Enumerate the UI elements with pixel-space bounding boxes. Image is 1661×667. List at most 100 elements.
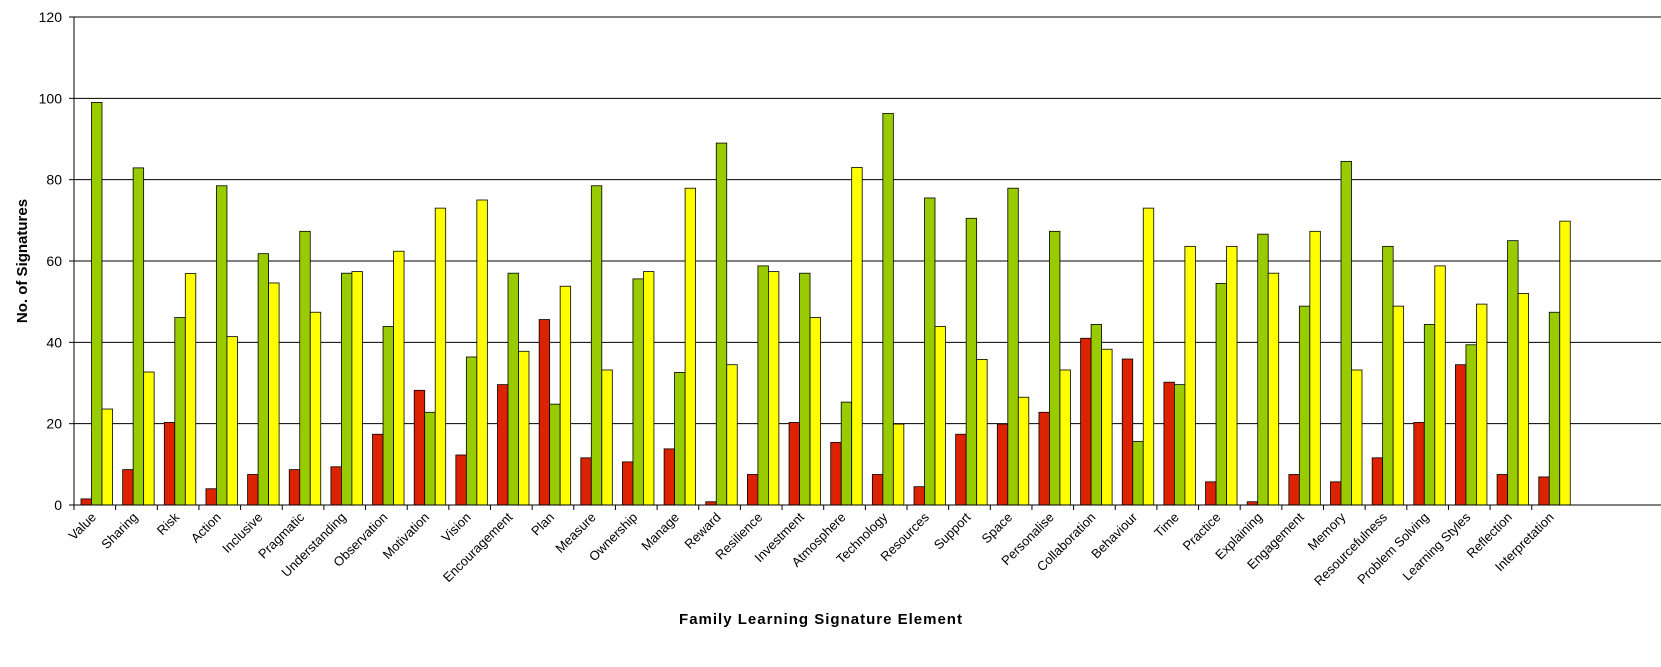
bar (216, 185, 228, 506)
bar (1309, 230, 1321, 506)
bars (80, 102, 1571, 506)
bar (1559, 220, 1571, 506)
bar (590, 185, 603, 506)
bar (757, 265, 769, 506)
bar (1132, 441, 1144, 506)
bar (643, 271, 655, 506)
bar (497, 384, 509, 506)
bar (1371, 457, 1384, 506)
bar (768, 271, 780, 506)
bar (1163, 381, 1175, 506)
bar (1049, 230, 1061, 506)
x-tick-label: Risk (154, 509, 183, 538)
bar (549, 403, 561, 506)
bar (799, 272, 811, 506)
bar (965, 217, 978, 506)
bar (1038, 411, 1050, 506)
bar (340, 272, 353, 506)
bar (1465, 344, 1477, 506)
x-tick-label: Value (66, 510, 99, 543)
bar (1298, 305, 1311, 506)
bar (632, 278, 644, 506)
bar (507, 272, 519, 506)
bar (1413, 422, 1425, 506)
bar (715, 142, 728, 506)
x-axis-title: Family Learning Signature Element (679, 611, 963, 628)
bar (163, 422, 176, 506)
bar (132, 167, 145, 506)
bar (976, 359, 988, 506)
y-axis-ticks: 0 20 40 60 80 100 120 (39, 9, 74, 513)
bar (1423, 324, 1436, 506)
bar (465, 356, 478, 506)
bar (1101, 348, 1113, 506)
bar (1455, 364, 1467, 506)
bar (1392, 305, 1405, 506)
bar (268, 282, 280, 506)
y-tick-label: 100 (39, 90, 63, 106)
y-tick-label: 60 (46, 253, 62, 269)
bar (393, 250, 405, 506)
bar (413, 389, 426, 506)
bar (1007, 187, 1019, 506)
bar (892, 423, 905, 506)
y-tick-label: 40 (46, 334, 62, 350)
bar (1142, 207, 1155, 506)
bar (299, 230, 311, 506)
bar (747, 474, 759, 506)
bar (309, 311, 322, 506)
y-tick-label: 0 (54, 497, 62, 513)
bar (871, 474, 884, 506)
bar (934, 326, 946, 506)
bar (955, 433, 967, 506)
bar (101, 408, 113, 506)
bar (1288, 474, 1300, 506)
y-tick-label: 20 (46, 416, 62, 432)
bar (1382, 245, 1394, 506)
x-tick-label: Vision (438, 510, 473, 545)
bar (1205, 481, 1217, 506)
x-tick-label: Resourcefulness (1311, 509, 1390, 588)
bar (1351, 369, 1363, 506)
x-tick-label: Plan (528, 510, 557, 539)
bar (1226, 245, 1238, 506)
bar (538, 319, 551, 506)
bar (80, 498, 92, 506)
bar (996, 423, 1009, 506)
bar (663, 448, 675, 506)
bar (1517, 293, 1529, 506)
bar (851, 167, 863, 506)
bar (1330, 481, 1342, 506)
bar (1434, 265, 1446, 506)
x-axis-labels: Value Sharing Risk ActionInclusivePragmatic… (66, 505, 1557, 589)
bar (809, 317, 821, 506)
bar (1267, 272, 1280, 506)
bar (247, 474, 259, 506)
y-tick-label: 120 (39, 9, 63, 25)
bar (1080, 337, 1092, 506)
bar (830, 441, 842, 506)
x-tick-label: Behaviour (1088, 509, 1140, 561)
x-tick-label: Space (979, 510, 1016, 547)
bar (913, 486, 925, 506)
bar (788, 422, 800, 506)
bar (330, 466, 342, 506)
bar (1538, 476, 1550, 506)
bar (143, 371, 155, 506)
x-tick-label: Support (931, 509, 974, 552)
bar (424, 411, 436, 506)
x-tick-label: Time (1151, 510, 1182, 541)
bar (372, 433, 384, 506)
bar (559, 285, 572, 506)
bar (205, 488, 217, 506)
bar (882, 112, 894, 506)
bar (174, 317, 186, 506)
bar (1017, 396, 1030, 506)
bar (622, 461, 634, 506)
bar (580, 457, 592, 506)
bar (1476, 303, 1488, 506)
bar (601, 369, 613, 506)
bar (684, 187, 696, 506)
bar (122, 469, 134, 506)
